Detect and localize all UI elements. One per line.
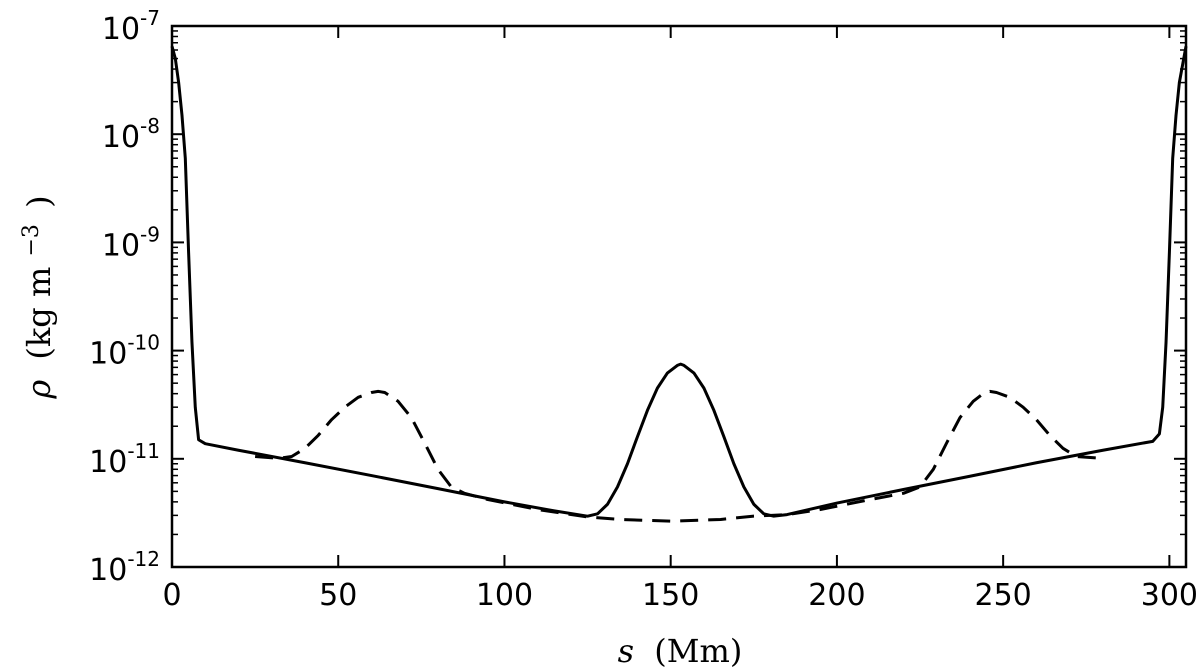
y-axis-variable: ρ xyxy=(20,380,58,400)
x-tick-label: 300 xyxy=(1141,578,1198,613)
x-tick-label: 250 xyxy=(975,578,1032,613)
x-tick-label: 50 xyxy=(319,578,357,613)
dashed-series-line xyxy=(254,389,1103,523)
y-axis-label: ρ (kg m −3 ) xyxy=(8,195,58,399)
y-tick-label: 10-12 xyxy=(89,547,160,588)
x-axis-label: s (Mm) xyxy=(618,632,743,670)
y-tick-label: 10-7 xyxy=(102,6,160,47)
y-tick-label: 10-8 xyxy=(102,114,160,155)
tick-label-layer: 0 50 100 150 200 250 300 10-12 10-11 10-10 10-9 10-… xyxy=(89,6,1198,613)
x-axis-unit: (Mm) xyxy=(654,632,742,670)
y-tick-label: 10-11 xyxy=(89,439,160,480)
x-tick-label: 150 xyxy=(642,578,699,613)
y-axis-unit-exponent: −3 xyxy=(19,224,44,256)
plot-frame xyxy=(170,24,1188,569)
solid-series-line xyxy=(170,45,1188,518)
y-axis-unit-close: ) xyxy=(20,195,58,207)
y-tick-label: 10-9 xyxy=(102,222,160,263)
tick-layer xyxy=(171,25,1186,568)
y-axis-unit-open: (kg m xyxy=(20,267,58,360)
series-layer xyxy=(170,45,1188,523)
x-axis-variable: s xyxy=(618,632,634,670)
x-tick-label: 200 xyxy=(808,578,865,613)
y-tick-label: 10-10 xyxy=(89,331,160,372)
x-tick-label: 0 xyxy=(162,578,181,613)
x-tick-label: 100 xyxy=(476,578,533,613)
